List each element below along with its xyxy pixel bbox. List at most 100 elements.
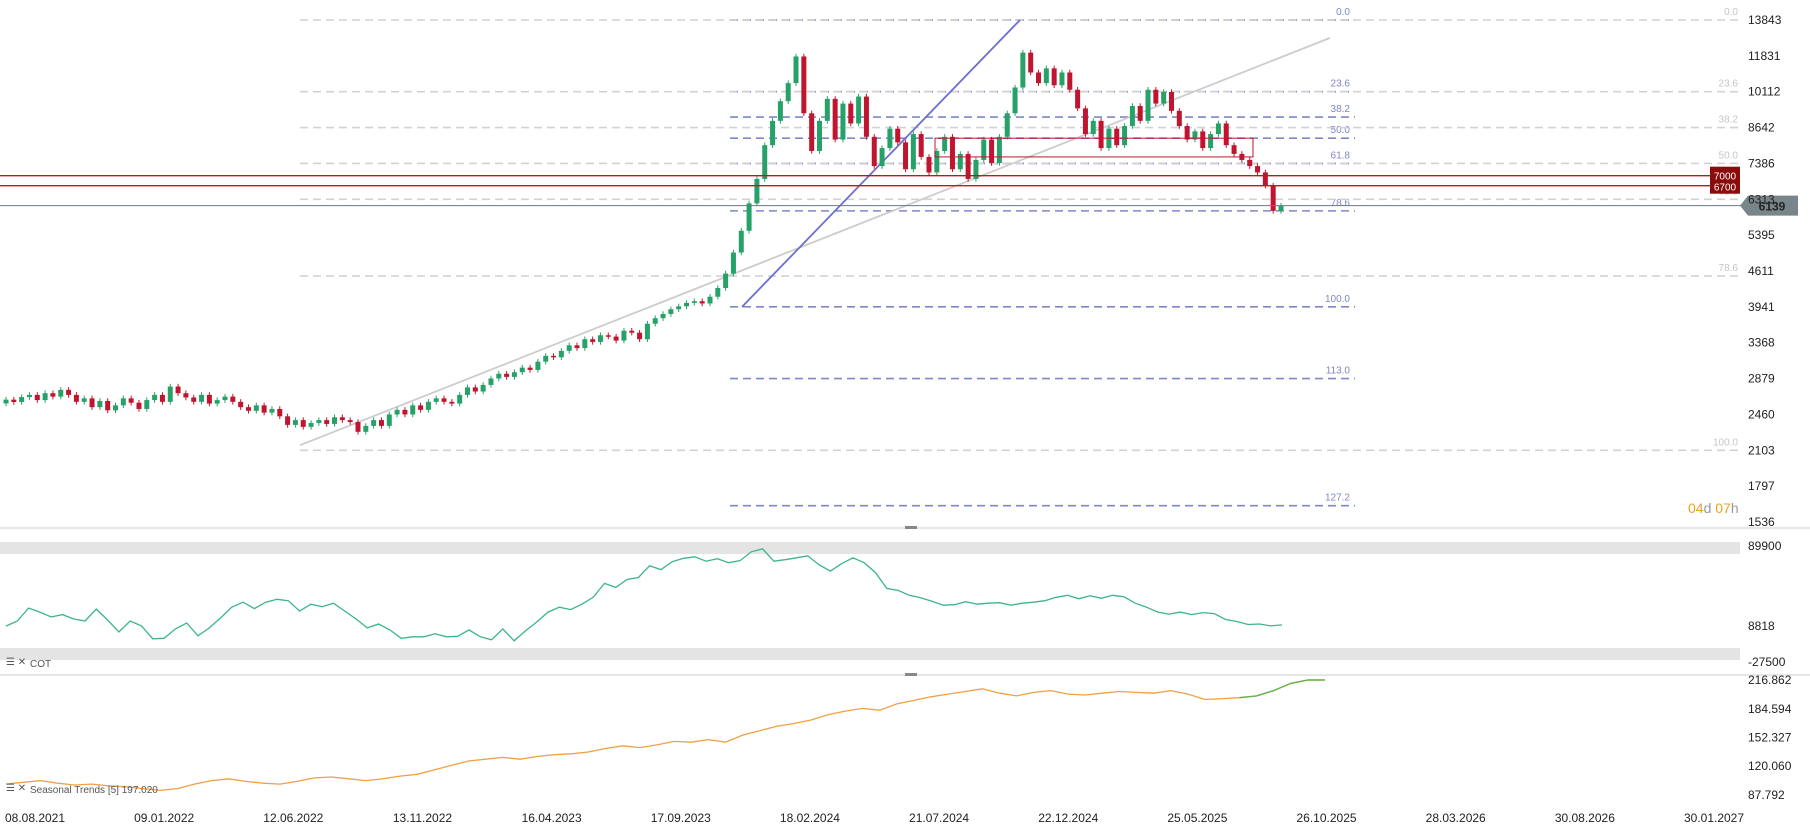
candle-body[interactable]	[1036, 72, 1042, 84]
candle-body[interactable]	[42, 393, 48, 401]
candle-body[interactable]	[425, 401, 431, 410]
candle-body[interactable]	[644, 323, 650, 340]
candle-body[interactable]	[394, 409, 400, 415]
candle-body[interactable]	[1208, 134, 1214, 149]
candle-body[interactable]	[1075, 89, 1081, 109]
candle-body[interactable]	[1028, 52, 1034, 73]
candle-body[interactable]	[1082, 108, 1088, 135]
candle-body[interactable]	[511, 372, 517, 377]
candle-body[interactable]	[699, 301, 705, 304]
candle-body[interactable]	[441, 398, 447, 402]
candle-body[interactable]	[1270, 185, 1276, 211]
candle-body[interactable]	[816, 120, 822, 151]
candle-body[interactable]	[1012, 87, 1018, 114]
candle-body[interactable]	[605, 335, 611, 337]
candle-body[interactable]	[1153, 89, 1159, 104]
seasonal-panel-icon[interactable]: ☰ ✕	[6, 783, 26, 794]
candle-body[interactable]	[777, 101, 783, 121]
candle-body[interactable]	[1059, 72, 1065, 86]
candle-body[interactable]	[1278, 205, 1284, 211]
candle-body[interactable]	[863, 96, 869, 137]
candle-body[interactable]	[637, 332, 643, 340]
candle-body[interactable]	[324, 420, 330, 424]
candle-body[interactable]	[433, 398, 439, 402]
candle-body[interactable]	[26, 394, 32, 398]
candle-body[interactable]	[402, 409, 408, 415]
candle-body[interactable]	[206, 394, 212, 404]
candle-body[interactable]	[754, 178, 760, 204]
candle-body[interactable]	[785, 83, 791, 102]
candle-body[interactable]	[934, 150, 940, 173]
candle-body[interactable]	[66, 389, 72, 395]
candle-body[interactable]	[1176, 110, 1182, 127]
candle-body[interactable]	[269, 408, 275, 413]
candle-body[interactable]	[191, 397, 197, 402]
candle-body[interactable]	[949, 136, 955, 170]
candle-body[interactable]	[3, 399, 9, 404]
candle-body[interactable]	[887, 128, 893, 149]
candle-body[interactable]	[856, 96, 862, 124]
candle-body[interactable]	[519, 367, 525, 373]
candle-body[interactable]	[840, 103, 846, 140]
candle-body[interactable]	[1161, 91, 1167, 104]
candle-body[interactable]	[316, 420, 322, 423]
candle-body[interactable]	[551, 355, 557, 358]
candle-body[interactable]	[543, 355, 549, 362]
trend-line-long[interactable]	[299, 37, 1331, 447]
candle-body[interactable]	[1184, 126, 1190, 140]
seasonal-series-line[interactable]	[5, 679, 1325, 792]
candle-body[interactable]	[1090, 120, 1096, 135]
cot-series-line[interactable]	[5, 548, 1283, 642]
candle-body[interactable]	[371, 420, 377, 426]
candle-body[interactable]	[996, 136, 1002, 164]
candle-body[interactable]	[50, 393, 56, 397]
candle-body[interactable]	[871, 136, 877, 167]
candle-body[interactable]	[457, 394, 463, 404]
candle-body[interactable]	[684, 302, 690, 307]
candle-body[interactable]	[668, 309, 674, 314]
candle-body[interactable]	[245, 407, 251, 411]
candle-body[interactable]	[238, 401, 244, 408]
candle-body[interactable]	[144, 400, 150, 409]
candle-body[interactable]	[152, 394, 158, 401]
candle-body[interactable]	[1200, 131, 1206, 149]
candle-body[interactable]	[230, 396, 236, 402]
candle-body[interactable]	[332, 417, 338, 424]
candle-body[interactable]	[1192, 131, 1198, 140]
candle-body[interactable]	[660, 313, 666, 319]
candle-body[interactable]	[167, 386, 173, 402]
candle-body[interactable]	[558, 350, 564, 358]
candle-body[interactable]	[1247, 159, 1253, 167]
candle-body[interactable]	[715, 288, 721, 297]
candle-body[interactable]	[738, 230, 744, 253]
candle-body[interactable]	[1067, 72, 1073, 90]
candle-body[interactable]	[292, 420, 298, 425]
candle-body[interactable]	[410, 405, 416, 415]
candle-body[interactable]	[879, 148, 885, 167]
consolidation-zone[interactable]	[934, 137, 1254, 158]
candle-body[interactable]	[175, 386, 181, 394]
candle-body[interactable]	[253, 405, 259, 411]
pane-resize-handle[interactable]	[905, 673, 917, 676]
candle-body[interactable]	[472, 387, 478, 392]
candle-body[interactable]	[261, 405, 267, 413]
candle-body[interactable]	[58, 389, 64, 397]
candle-body[interactable]	[496, 373, 502, 379]
candle-body[interactable]	[159, 394, 165, 402]
candle-body[interactable]	[770, 120, 776, 146]
candle-body[interactable]	[1223, 123, 1229, 146]
candle-body[interactable]	[504, 373, 510, 377]
candle-body[interactable]	[730, 252, 736, 274]
candle-body[interactable]	[105, 400, 111, 411]
candle-body[interactable]	[1098, 120, 1104, 149]
candle-body[interactable]	[903, 142, 909, 170]
candle-body[interactable]	[1122, 126, 1128, 146]
candle-body[interactable]	[942, 136, 948, 151]
candle-body[interactable]	[629, 330, 635, 333]
candle-body[interactable]	[597, 335, 603, 342]
candle-body[interactable]	[746, 203, 752, 231]
candle-body[interactable]	[488, 378, 494, 385]
candle-body[interactable]	[1129, 105, 1135, 127]
candle-body[interactable]	[1215, 123, 1221, 135]
